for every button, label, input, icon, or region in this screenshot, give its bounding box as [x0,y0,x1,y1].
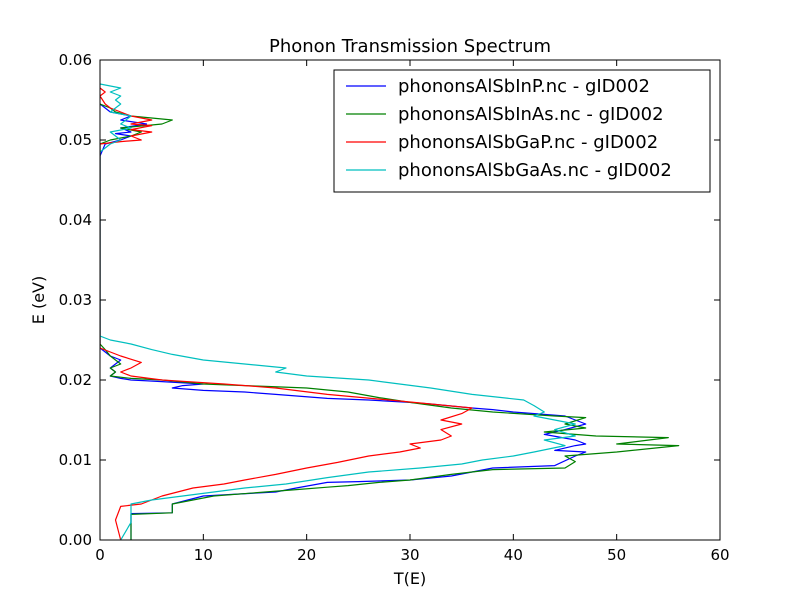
tick-layer: 0 10 20 30 40 50 60 0.00 0.01 0.02 0.03 0.04 0.05 0.0… [59,51,730,564]
legend-label-1: phononsAlSbInAs.nc - gID002 [398,104,664,125]
legend: phononsAlSbInP.nc - gID002 phononsAlSbInA… [333,69,711,193]
legend-label-2: phononsAlSbGaP.nc - gID002 [398,132,658,153]
y-tick-label: 0.01 [59,451,92,469]
y-tick-label: 0.04 [59,211,92,229]
series-line-3 [100,83,576,540]
chart-title: Phonon Transmission Spectrum [269,36,551,57]
legend-label-0: phononsAlSbInP.nc - gID002 [398,76,650,97]
x-tick-label: 40 [504,546,523,564]
series-line-2 [100,87,473,540]
y-tick-label: 0.06 [59,51,92,69]
y-tick-label: 0.00 [59,531,92,549]
x-tick-label: 50 [607,546,626,564]
y-tick-label: 0.03 [59,291,92,309]
x-tick-label: 20 [297,546,316,564]
x-tick-label: 60 [710,546,729,564]
x-tick-label: 10 [194,546,213,564]
x-tick-label: 30 [400,546,419,564]
x-tick-label: 0 [95,546,105,564]
x-axis-label: T(E) [393,569,426,588]
y-tick-label: 0.02 [59,371,92,389]
legend-box [333,69,711,193]
series-layer [100,83,680,540]
series-line-1 [100,103,680,540]
legend-label-3: phononsAlSbGaAs.nc - gID002 [398,160,672,181]
y-tick-label: 0.05 [59,131,92,149]
y-axis-label: E (eV) [29,276,48,324]
